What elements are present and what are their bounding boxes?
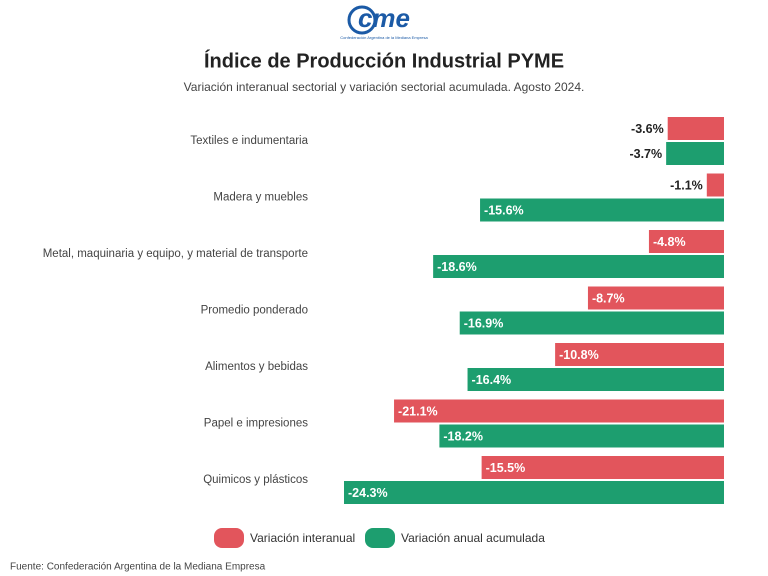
- bar: [480, 198, 724, 222]
- chart-subtitle: Variación interanual sectorial y variaci…: [184, 80, 585, 94]
- value-label: -3.6%: [631, 122, 664, 136]
- bar: [706, 173, 724, 197]
- logo: cme: [358, 3, 410, 33]
- bar: [467, 368, 724, 391]
- category-label: Madera y muebles: [213, 192, 308, 204]
- bar: [555, 343, 724, 366]
- value-label: -1.1%: [670, 178, 703, 192]
- legend-swatch: [365, 528, 395, 548]
- legend-label: Variación interanual: [250, 531, 355, 545]
- logo-ring: [347, 5, 377, 35]
- bar: [666, 142, 724, 165]
- value-label: -3.7%: [629, 147, 662, 161]
- category-label: Metal, maquinaria y equipo, y material d…: [43, 248, 308, 260]
- bar: [344, 481, 724, 504]
- value-label: -15.5%: [486, 461, 526, 475]
- bar: [667, 117, 724, 140]
- bar: [439, 424, 724, 448]
- chart-title: Índice de Producción Industrial PYME: [204, 49, 564, 72]
- source: Fuente: Confederación Argentina de la Me…: [10, 562, 266, 573]
- bar: [648, 230, 724, 253]
- value-label: -15.6%: [484, 203, 524, 217]
- logo-caption: Confederación Argentina de la Mediana Em…: [340, 35, 428, 40]
- value-label: -10.8%: [559, 348, 599, 362]
- category-label: Textiles e indumentaria: [190, 135, 308, 147]
- value-label: -8.7%: [592, 291, 625, 305]
- bar: [587, 286, 724, 310]
- value-label: -21.1%: [398, 404, 438, 418]
- category-label: Papel e impresiones: [204, 418, 308, 430]
- value-label: -16.4%: [472, 373, 512, 387]
- bar: [481, 456, 724, 479]
- legend-swatch: [214, 528, 244, 548]
- value-label: -4.8%: [653, 235, 686, 249]
- category-label: Quimicos y plásticos: [203, 474, 308, 486]
- value-label: -18.6%: [437, 260, 477, 274]
- legend-label: Variación anual acumulada: [401, 531, 545, 545]
- bar: [394, 399, 724, 423]
- category-label: Promedio ponderado: [201, 305, 308, 317]
- category-label: Alimentos y bebidas: [205, 361, 308, 373]
- value-label: -24.3%: [348, 486, 388, 500]
- value-label: -16.9%: [464, 316, 504, 330]
- bar: [433, 255, 724, 278]
- value-label: -18.2%: [443, 429, 483, 443]
- bar: [459, 311, 724, 335]
